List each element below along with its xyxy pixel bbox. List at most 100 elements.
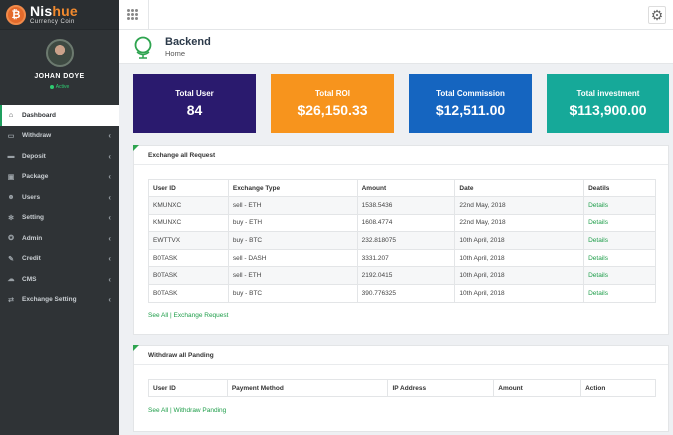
cell-amount: 3331.207: [356, 248, 456, 268]
stat-value: $113,900.00: [569, 102, 647, 118]
page-header: Backend Home: [119, 30, 673, 64]
sidebar-item-deposit[interactable]: ▬ Deposit ‹: [7, 151, 112, 161]
column-header: Date: [454, 179, 585, 197]
chevron-left-icon: ‹: [108, 151, 111, 161]
cell-exchange-type: buy - BTC: [227, 283, 358, 303]
details-link[interactable]: Details: [583, 231, 656, 250]
column-header: Exchange Type: [227, 179, 358, 197]
stat-card-total-commission: Total Commission $12,511.00: [409, 74, 532, 133]
chevron-left-icon: ‹: [108, 172, 111, 182]
column-header: User ID: [148, 179, 229, 197]
table-row: KMUNXC buy - ETH 1608.4774 22nd May, 201…: [148, 213, 656, 233]
see-all-withdraw-link[interactable]: See All | Withdraw Panding: [148, 407, 227, 414]
status-indicator: Active: [0, 84, 119, 90]
cell-exchange-type: sell - ETH: [227, 266, 358, 285]
cell-user-id: B0TASK: [148, 283, 229, 303]
coin-icon: ₿: [6, 4, 26, 25]
table-row: B0TASK sell - DASH 3331.207 10th April, …: [148, 248, 656, 268]
settings-gear-icon[interactable]: ⚙: [648, 6, 666, 24]
stat-value: 84: [186, 102, 203, 118]
exchange-request-panel: Exchange all Request User ID Exchange Ty…: [133, 145, 669, 335]
brand[interactable]: ₿ Nishue Currency Coin: [0, 0, 119, 30]
cell-date: 22nd May, 2018: [454, 196, 585, 215]
stat-label: Total Commission: [436, 89, 505, 98]
table-header-row: User ID Exchange Type Amount Date Deatil…: [148, 179, 656, 197]
cell-exchange-type: sell - ETH: [227, 196, 358, 215]
sidebar-item-setting[interactable]: ✻ Setting ‹: [8, 213, 111, 223]
column-header: Payment Method: [226, 379, 389, 397]
cell-date: 10th April, 2018: [454, 231, 585, 250]
user-profile: JOHAN DOYE Active: [0, 30, 119, 103]
sidebar-item-package[interactable]: ▣ Package ‹: [7, 172, 111, 182]
sidebar-item-withdraw[interactable]: ▭ Withdraw ‹: [7, 131, 111, 141]
page-title: Backend: [165, 36, 211, 48]
sidebar-item-users[interactable]: ☻ Users ‹: [7, 192, 111, 202]
cell-amount: 232.818075: [356, 231, 456, 250]
stat-label: Total ROI: [315, 89, 350, 98]
corner-marker: [133, 345, 139, 351]
chevron-left-icon: ‹: [108, 131, 111, 141]
cell-exchange-type: buy - BTC: [227, 231, 358, 250]
column-header: Deatils: [583, 179, 656, 197]
withdraw-pending-panel: Withdraw all Panding User ID Payment Met…: [133, 345, 669, 432]
panel-title: Exchange all Request: [134, 146, 668, 165]
divider: [148, 0, 149, 30]
details-link[interactable]: Details: [583, 213, 656, 233]
apps-grid-icon[interactable]: [127, 9, 138, 20]
table-row: EWTTVX buy - BTC 232.818075 10th April, …: [148, 231, 656, 250]
table-row: B0TASK buy - BTC 390.776325 10th April, …: [148, 283, 656, 303]
cell-user-id: B0TASK: [148, 266, 229, 285]
cell-amount: 1538.5436: [356, 196, 456, 215]
globe-icon: [134, 36, 152, 59]
wallet-icon: ▭: [7, 132, 15, 140]
profile-name: JOHAN DOYE: [34, 73, 85, 80]
panel-title: Withdraw all Panding: [134, 346, 668, 365]
card-icon: ▬: [7, 152, 15, 160]
details-link[interactable]: Details: [583, 196, 656, 215]
home-icon: ⌂: [8, 111, 14, 119]
table-row: KMUNXC sell - ETH 1538.5436 22nd May, 20…: [148, 196, 656, 215]
gear-icon: ✻: [8, 214, 14, 222]
breadcrumb[interactable]: Home: [165, 49, 186, 58]
table-header-row: User ID Payment Method IP Address Amount…: [148, 379, 656, 397]
column-header: Action: [580, 379, 656, 397]
stat-value: $12,511.00: [435, 102, 506, 118]
stat-card-total-roi: Total ROI $26,150.33: [271, 74, 394, 133]
exchange-icon: ⇄: [8, 296, 14, 304]
cell-user-id: KMUNXC: [148, 213, 229, 233]
cell-exchange-type: buy - ETH: [227, 213, 358, 233]
sidebar-item-exchange-setting[interactable]: ⇄ Exchange Setting ‹: [8, 295, 111, 305]
details-link[interactable]: Details: [583, 283, 656, 303]
sidebar-item-admin[interactable]: ✪ Admin ‹: [8, 233, 111, 243]
cell-date: 10th April, 2018: [454, 283, 585, 303]
sidebar-item-credit[interactable]: ✎ Credit ‹: [8, 254, 111, 264]
cell-amount: 1608.4774: [356, 213, 456, 233]
chevron-left-icon: ‹: [108, 192, 111, 202]
cell-user-id: KMUNXC: [148, 196, 229, 215]
topbar: ⚙: [119, 0, 673, 30]
chevron-left-icon: ‹: [108, 254, 111, 264]
withdraw-table: User ID Payment Method IP Address Amount…: [148, 379, 656, 397]
cell-date: 10th April, 2018: [454, 266, 585, 285]
sidebar-item-cms[interactable]: ☁ CMS ‹: [7, 274, 112, 284]
sidebar-item-dashboard[interactable]: ⌂ Dashboard: [0, 105, 119, 126]
cell-user-id: B0TASK: [148, 248, 229, 268]
admin-icon: ✪: [8, 235, 14, 243]
cell-user-id: EWTTVX: [148, 231, 229, 250]
avatar[interactable]: [45, 39, 74, 67]
brand-name: Nishue: [30, 3, 78, 19]
details-link[interactable]: Details: [583, 266, 656, 285]
stat-label: Total User: [175, 89, 214, 98]
corner-marker: [133, 145, 139, 151]
see-all-exchange-link[interactable]: See All | Exchange Request: [148, 312, 229, 319]
column-header: Amount: [356, 179, 456, 197]
cell-exchange-type: sell - DASH: [227, 248, 358, 268]
table-row: B0TASK sell - ETH 2192.0415 10th April, …: [148, 266, 656, 285]
details-link[interactable]: Details: [583, 248, 656, 268]
column-header: Amount: [493, 379, 582, 397]
brand-tagline: Currency Coin: [30, 19, 75, 25]
sidebar: ₿ Nishue Currency Coin JOHAN DOYE Active…: [0, 0, 119, 435]
stat-card-total-user: Total User 84: [133, 74, 256, 133]
cell-amount: 2192.0415: [356, 266, 456, 285]
sidebar-menu: ⌂ Dashboard ▭ Withdraw ‹ ▬ Deposit ‹ ▣ Package…: [0, 105, 119, 310]
